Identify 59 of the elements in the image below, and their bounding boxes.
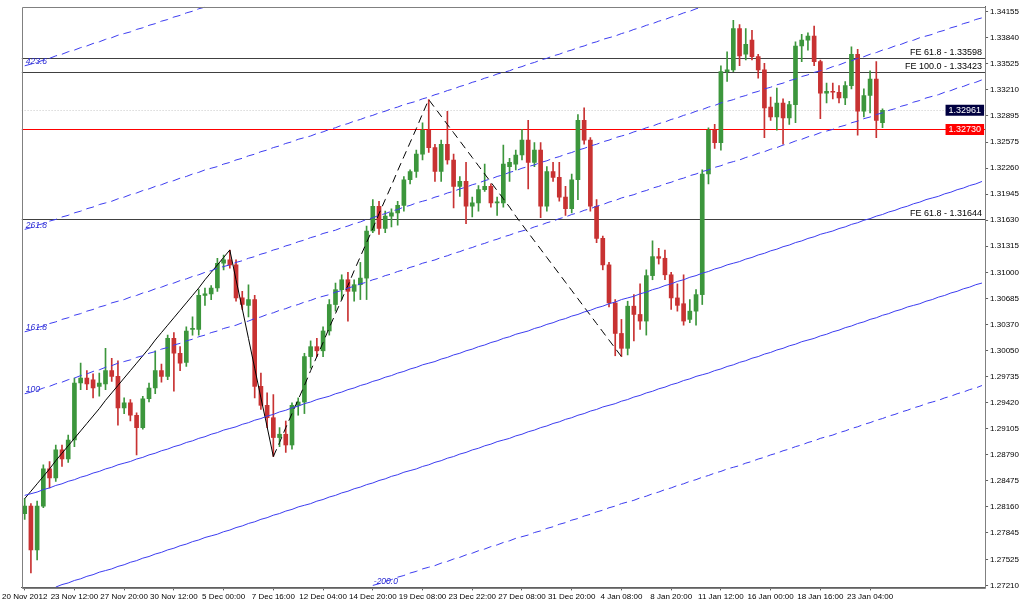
x-tick-label: 27 Dec 08:00 <box>498 592 547 602</box>
y-tick-label: 1.28475 <box>990 476 1020 486</box>
x-tick-label: 23 Jan 04:00 <box>846 592 894 602</box>
x-tick-label: 12 Dec 04:00 <box>299 592 348 602</box>
y-tick-label: 1.33840 <box>990 32 1020 42</box>
annotation: 100 <box>25 384 41 395</box>
x-tick-label: 31 Dec 20:00 <box>547 592 597 602</box>
y-tick-label: 1.33210 <box>990 84 1020 94</box>
x-tick-label: 27 Nov 20:00 <box>100 592 149 602</box>
y-tick-label: 1.31000 <box>990 267 1020 277</box>
y-tick-label: 1.32895 <box>990 110 1020 120</box>
y-tick-label: 1.32260 <box>990 163 1020 173</box>
y-tick-label: 1.27525 <box>990 554 1020 564</box>
x-tick-label: 30 Nov 12:00 <box>150 592 199 602</box>
annotation: 261.8 <box>24 219 48 230</box>
ref-line-label: FE 61.8 - 1.31644 <box>910 208 983 219</box>
x-tick-label: 20 Nov 2012 <box>2 592 48 602</box>
y-tick-label: 1.33525 <box>990 58 1020 68</box>
candlestick <box>656 248 662 265</box>
y-tick-label: 1.30370 <box>990 319 1020 329</box>
candlestick <box>202 287 208 306</box>
y-tick-label: 1.30685 <box>990 293 1020 303</box>
y-tick-label: 1.29420 <box>990 398 1020 408</box>
line-series <box>372 385 983 586</box>
y-tick-label: 1.27210 <box>990 580 1020 590</box>
ref-line-label: FE 100.0 - 1.33423 <box>905 61 983 72</box>
y-tick-label: 1.28160 <box>990 502 1020 512</box>
y-tick-label: 1.28790 <box>990 450 1020 460</box>
x-tick-label: 19 Dec 08:00 <box>398 592 447 602</box>
x-tick-label: 5 Dec 00:00 <box>202 592 246 602</box>
y-tick-label: 1.30050 <box>990 346 1020 355</box>
x-tick-label: 4 Jan 08:00 <box>600 592 643 602</box>
candlestick <box>830 82 836 100</box>
y-tick-label: 1.34155 <box>990 6 1020 16</box>
annotation: 1.32961 <box>948 105 982 116</box>
annotation: -200.0 <box>373 575 399 586</box>
candlestick <box>799 34 805 62</box>
y-tick-label: 1.31315 <box>990 241 1020 251</box>
y-tick-label: 1.27845 <box>990 528 1020 538</box>
x-tick-label: 14 Dec 20:00 <box>349 592 398 602</box>
line-series <box>24 79 983 395</box>
x-tick-label: 23 Nov 12:00 <box>50 592 99 602</box>
y-tick-label: 1.29105 <box>990 424 1020 434</box>
x-tick-label: 18 Jan 16:00 <box>797 592 845 602</box>
x-tick-label: 11 Jan 12:00 <box>698 592 745 602</box>
x-tick-label: 16 Jan 00:00 <box>747 592 795 602</box>
annotation: 1.32730 <box>948 124 982 135</box>
line-series <box>24 17 983 333</box>
y-tick-label: 1.32575 <box>990 137 1020 147</box>
x-tick-label: 23 Dec 22:00 <box>448 592 497 602</box>
x-tick-label: 8 Jan 20:00 <box>650 592 693 602</box>
ref-line-label: FE 61.8 - 1.33598 <box>910 46 983 57</box>
annotation: 423.6 <box>25 56 48 67</box>
x-tick-label: 7 Dec 16:00 <box>251 592 296 602</box>
y-tick-label: 1.29735 <box>990 372 1020 382</box>
y-tick-label: 1.31945 <box>990 189 1020 199</box>
y-tick-label: 1.31630 <box>990 215 1020 225</box>
annotation: 161.8 <box>25 322 48 333</box>
candlestick <box>469 196 475 218</box>
